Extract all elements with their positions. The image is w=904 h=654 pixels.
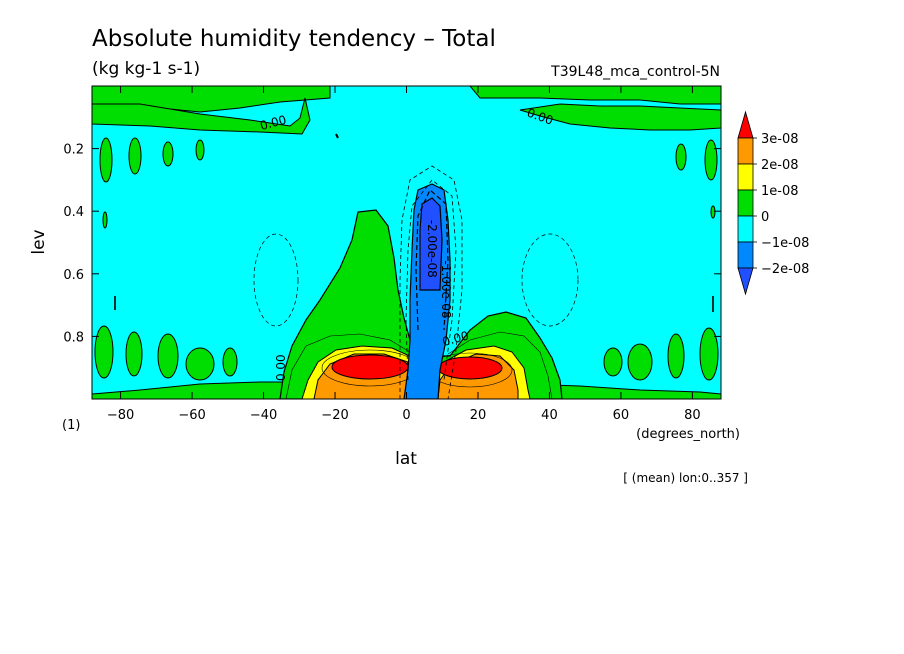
blob-3 [162, 141, 174, 167]
y-tick-label: 0.8 [63, 330, 84, 345]
x-tick-label: −80 [107, 408, 134, 423]
y-tick-label: 0.2 [63, 143, 84, 158]
averaging-note: [ (mean) lon:0..357 ] [623, 471, 748, 485]
legend-swatch-top [737, 110, 754, 139]
top-right-positive-band-lower [519, 103, 721, 131]
plot-area [92, 86, 721, 399]
x-tick-label: 0 [402, 408, 410, 423]
blob-6 [704, 139, 718, 181]
x-axis: −80 −60 −40 −20 0 20 40 60 80 [107, 86, 701, 423]
contour-label: -1.00e-08 [439, 260, 453, 318]
blob-17 [699, 327, 719, 381]
legend-swatch [737, 215, 754, 243]
legend-label: 3e-08 [761, 132, 799, 147]
y-tick-label: 0.4 [63, 205, 84, 220]
blob-9 [94, 325, 114, 379]
max-left-red [331, 354, 409, 380]
dashed-left-ellipse [253, 233, 299, 327]
blob-4 [195, 139, 205, 161]
contour-label: 0.00 [274, 354, 288, 381]
blob-10 [125, 331, 143, 377]
blob-12 [185, 347, 215, 381]
x-tick-label: 80 [684, 408, 701, 423]
dashed-contour-inner [415, 189, 449, 331]
legend-label: 0 [761, 210, 769, 225]
y-axis: 0.2 0.4 0.6 0.8 [63, 143, 721, 345]
top-right-positive-band [469, 86, 721, 105]
legend-label: 1e-08 [761, 184, 799, 199]
blob-2 [128, 137, 142, 175]
dashed-contour-outer [399, 165, 463, 399]
legend-swatch [737, 137, 754, 165]
x-tick-label: 20 [470, 408, 487, 423]
contour-label: 0.00 [259, 113, 288, 133]
x-axis-units: (degrees_north) [636, 427, 740, 442]
chart-title: Absolute humidity tendency – Total [92, 26, 496, 52]
max-right-red [437, 356, 503, 380]
legend-swatch-bottom [737, 267, 754, 296]
blob-8 [710, 205, 716, 219]
contour-ring-left [285, 333, 411, 399]
contour-labels: 0.00 0.000.00-2.00e-08-1.00e-080.00 [259, 106, 556, 382]
top-left-positive-band-lower [92, 97, 311, 135]
x-tick-label: 40 [541, 408, 558, 423]
y-axis-units: (1) [62, 418, 80, 433]
run-label: T39L48_mca_control-5N [550, 64, 720, 80]
small-mark [335, 133, 339, 139]
blob-16 [667, 333, 685, 379]
blob-13 [222, 347, 238, 377]
legend-swatch [737, 241, 754, 269]
x-tick-label: −60 [178, 408, 205, 423]
x-tick-label: 60 [613, 408, 630, 423]
y-axis-label: lev [29, 229, 49, 254]
blob-14 [603, 347, 623, 377]
blob-15 [627, 343, 653, 381]
blob-11 [157, 333, 179, 379]
legend-swatch [737, 163, 754, 191]
blob-1 [99, 137, 113, 183]
legend-label: −1e-08 [761, 236, 809, 251]
blob-5 [675, 143, 687, 171]
contour-ring-right [447, 331, 553, 399]
x-axis-label: lat [395, 449, 417, 469]
colorbar-legend: 3e-08 2e-08 1e-08 0 −1e-08 −2e-08 [737, 110, 809, 296]
blob-7 [102, 211, 108, 229]
y-tick-label: 0.6 [63, 268, 84, 283]
legend-label: 2e-08 [761, 158, 799, 173]
contour-label: -2.00e-08 [425, 220, 439, 278]
negative-column-core [419, 197, 443, 291]
chart-units: (kg kg-1 s-1) [92, 59, 200, 79]
contour-label: 0.00 [441, 329, 470, 349]
x-tick-label: −20 [321, 408, 348, 423]
dashed-right-ellipse [521, 233, 579, 327]
x-tick-label: −40 [250, 408, 277, 423]
legend-label: −2e-08 [761, 262, 809, 277]
legend-swatch [737, 189, 754, 217]
